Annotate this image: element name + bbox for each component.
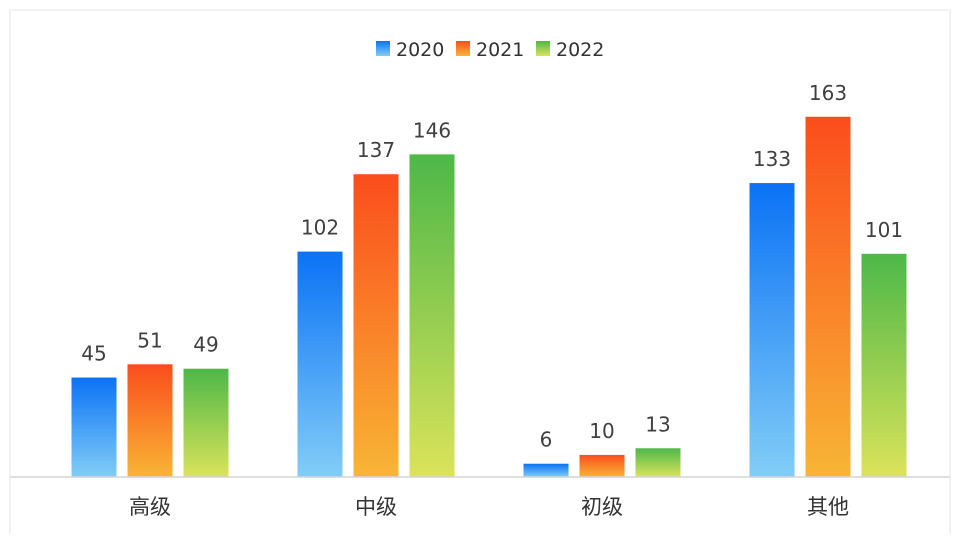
data-label-高级-2021: 51 (137, 328, 162, 352)
legend-swatch-2020 (376, 41, 390, 56)
bar-初级-2021 (579, 454, 625, 477)
bar-中级-2020 (297, 251, 343, 477)
data-label-其他-2020: 133 (753, 147, 791, 171)
legend-label-2021: 2021 (476, 39, 524, 61)
bar-其他-2020 (749, 183, 795, 477)
bar-高级-2021 (127, 364, 173, 477)
bar-初级-2020 (523, 463, 569, 477)
data-label-初级-2022: 13 (645, 412, 670, 436)
legend-swatch-2022 (536, 41, 550, 56)
bar-其他-2022 (861, 253, 907, 477)
data-label-初级-2020: 6 (540, 428, 553, 452)
data-label-中级-2020: 102 (301, 216, 339, 240)
bars-group (71, 116, 907, 478)
bar-高级-2022 (183, 368, 229, 477)
legend: 2020 2021 2022 (376, 39, 604, 61)
legend-label-2022: 2022 (556, 39, 604, 61)
data-label-高级-2022: 49 (193, 333, 218, 357)
category-label-中级: 中级 (355, 495, 397, 519)
category-label-其他: 其他 (807, 495, 849, 519)
bar-中级-2021 (353, 174, 399, 478)
category-labels-group: 高级 中级 初级 其他 (129, 495, 849, 519)
legend-label-2020: 2020 (396, 39, 444, 61)
legend-swatch-2021 (456, 41, 470, 56)
category-label-高级: 高级 (129, 495, 171, 519)
data-label-高级-2020: 45 (81, 342, 106, 366)
bar-中级-2022 (409, 154, 455, 477)
bar-其他-2021 (805, 116, 851, 478)
data-label-其他-2021: 163 (809, 81, 847, 105)
data-label-初级-2021: 10 (589, 419, 614, 443)
bar-初级-2022 (635, 448, 681, 477)
data-label-中级-2021: 137 (357, 138, 395, 162)
bar-高级-2020 (71, 377, 117, 477)
data-label-其他-2022: 101 (865, 218, 903, 242)
category-label-初级: 初级 (581, 495, 623, 519)
value-labels-group: 45 51 49 102 137 146 6 10 13 133 163 101 (81, 81, 903, 452)
data-label-中级-2022: 146 (413, 118, 451, 142)
